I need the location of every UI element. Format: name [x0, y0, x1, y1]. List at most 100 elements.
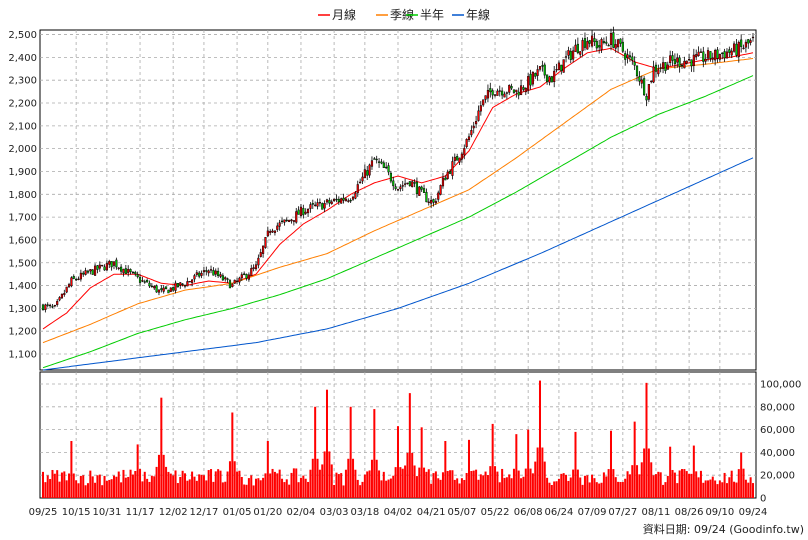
candle-body: [439, 185, 442, 195]
volume-bar: [297, 482, 300, 498]
candle-body: [714, 49, 717, 61]
candle-body: [515, 89, 518, 93]
candle-body: [586, 41, 589, 50]
candle-body: [489, 88, 492, 93]
volume-bar: [460, 478, 463, 498]
volume-bar: [368, 470, 371, 498]
candle-body: [146, 279, 149, 283]
candle-body: [53, 305, 56, 307]
candle-body: [564, 56, 568, 58]
candle-body: [86, 270, 90, 273]
candle-body: [598, 45, 601, 48]
candle-body: [136, 274, 139, 278]
volume-bar: [446, 470, 449, 498]
candle-body: [377, 161, 381, 163]
volume-bar: [186, 480, 189, 498]
volume-bar: [451, 470, 454, 498]
candle-body: [288, 219, 291, 222]
candle-body: [647, 84, 650, 100]
candle-body: [512, 89, 516, 93]
volume-bar: [340, 473, 343, 498]
volume-bar: [302, 475, 305, 498]
volume-bar: [299, 477, 302, 498]
volume-bar: [335, 472, 338, 498]
x-tick-label: 03/03: [320, 507, 349, 518]
candle-body: [735, 43, 738, 56]
volume-bar: [162, 454, 165, 498]
candle-body: [278, 222, 281, 227]
price-y-axis: 1,100 1,200 1,300 1,400 1,500 1,600 1,700 1,800…: [8, 30, 37, 360]
volume-bar: [524, 468, 527, 498]
volume-y-axis: 0 20,000 40,000 60,000 80,000 100,000: [760, 380, 801, 505]
ma-line-3: [42, 157, 754, 371]
volume-bar: [165, 466, 168, 498]
volume-bar: [150, 475, 153, 498]
candle-body: [153, 286, 156, 289]
volume-bar: [389, 478, 392, 498]
candle-body: [129, 269, 132, 273]
volume-bar: [501, 468, 504, 498]
volume-bar: [744, 479, 747, 498]
volume-bar: [494, 466, 497, 498]
volume-bar: [366, 471, 369, 498]
candle-body: [626, 54, 629, 58]
volume-bar: [311, 458, 314, 498]
volume-bar: [685, 471, 688, 498]
candle-body: [737, 41, 740, 58]
volume-bar: [86, 483, 89, 498]
candle-body: [695, 54, 698, 57]
candle-body: [101, 264, 104, 267]
candle-body: [75, 278, 78, 281]
volume-bar: [714, 480, 717, 498]
volume-bar: [46, 475, 49, 498]
price-y-tick-label: 1,700: [8, 213, 37, 224]
volume-bar: [72, 473, 75, 498]
volume-bar: [652, 475, 655, 498]
candle-body: [415, 181, 419, 195]
volume-bar: [202, 475, 205, 498]
candle-body: [157, 289, 161, 293]
x-tick-label: 06/08: [514, 507, 543, 518]
volume-bar: [721, 482, 724, 498]
candle-body: [257, 257, 260, 266]
volume-bar: [396, 426, 399, 498]
candle-body: [406, 182, 409, 185]
legend-label-ma-year: 年線: [466, 7, 490, 22]
candle-body: [155, 285, 158, 293]
candle-body: [224, 277, 227, 280]
volume-bar: [259, 480, 262, 498]
volume-bar: [167, 471, 170, 498]
volume-bar: [413, 465, 416, 498]
candle-body: [619, 38, 622, 44]
volume-bar: [70, 441, 73, 498]
volume-bar: [124, 477, 127, 498]
candle-body: [65, 286, 68, 293]
volume-bar: [129, 469, 132, 498]
candle-body: [614, 44, 617, 49]
candle-body: [41, 304, 45, 311]
volume-bar: [101, 485, 104, 498]
volume-bar: [285, 479, 288, 498]
volume-bar: [676, 483, 679, 498]
candle-body: [529, 73, 532, 86]
volume-bar: [704, 480, 707, 498]
candle-body: [652, 66, 655, 83]
candle-body: [105, 263, 108, 271]
volume-bar: [723, 472, 726, 498]
candle-body: [44, 304, 47, 310]
volume-bar: [181, 470, 184, 498]
candle-body: [262, 245, 265, 254]
volume-bar: [711, 476, 714, 498]
volume-bar: [688, 473, 691, 498]
candle-body: [162, 287, 165, 292]
candle-body: [574, 44, 577, 52]
candle-body: [671, 55, 674, 61]
candle-body: [309, 204, 312, 209]
volume-bar: [543, 461, 546, 498]
volume-bar: [352, 458, 355, 498]
candle-body: [188, 281, 191, 283]
candle-body: [635, 65, 639, 77]
price-candles: [41, 26, 755, 313]
volume-bar: [437, 478, 440, 498]
volume-bar: [612, 469, 615, 498]
